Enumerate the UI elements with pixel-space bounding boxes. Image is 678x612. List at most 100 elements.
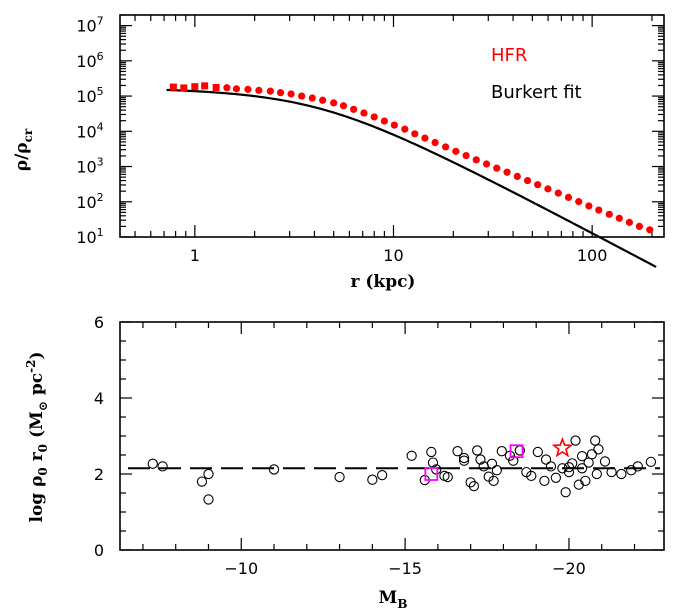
galaxy-circle-point — [426, 446, 437, 458]
tick-base: 10 — [76, 158, 96, 177]
tick-base: 10 — [76, 122, 96, 141]
galaxy-circle-point — [616, 468, 627, 480]
star-point — [551, 436, 574, 458]
hfr-point — [554, 189, 562, 197]
hfr-point — [615, 214, 623, 222]
galaxy-circle-point — [452, 446, 463, 457]
hfr-point — [370, 113, 378, 121]
hfr-point — [421, 134, 429, 142]
hfr-point — [287, 90, 295, 98]
galaxy-circle-point — [406, 450, 417, 461]
galaxy-circle-point — [465, 477, 476, 488]
top-x-tick-label: 100 — [577, 246, 608, 265]
galaxy-circle-point — [268, 464, 280, 475]
tick-exponent: 6 — [97, 50, 104, 63]
galaxy-circle-point — [645, 456, 657, 467]
bottom-x-tick-label: −20 — [552, 559, 586, 578]
galaxy-circle-point — [576, 450, 588, 462]
galaxy-circle-point — [550, 472, 562, 483]
hfr-point — [350, 105, 358, 113]
bottom-x-axis-label: MB — [379, 588, 408, 611]
galaxy-circle-point — [632, 461, 643, 472]
galaxy-circle-point — [472, 445, 483, 456]
galaxy-circle-point — [439, 470, 450, 482]
bottom-y-label-unit-sub: ⊙ — [36, 401, 50, 411]
galaxy-circle-point — [563, 466, 575, 478]
bottom-y-label-close: ) — [27, 352, 47, 360]
bottom-y-label-main: log ρ — [27, 476, 47, 523]
hfr-point — [513, 172, 521, 180]
galaxy-circle-point — [508, 455, 519, 466]
galaxy-circle-point — [560, 487, 571, 498]
hfr-point — [523, 176, 532, 185]
galaxy-circle-point — [539, 475, 550, 486]
hfr-point — [232, 85, 241, 93]
legend-burkert-fit: Burkert fit — [491, 82, 582, 103]
galaxy-circle-point — [606, 466, 617, 478]
galaxy-circle-point — [431, 464, 442, 475]
hfr-point — [595, 206, 603, 214]
hfr-point — [401, 125, 409, 133]
hfr-point — [544, 185, 552, 193]
hfr-point — [482, 160, 491, 168]
top-x-axis-label: r (kpc) — [351, 272, 416, 292]
hfr-point — [266, 87, 274, 95]
hfr-point — [390, 121, 398, 129]
galaxy-circle-point — [367, 474, 378, 485]
galaxy-circle-point — [545, 461, 557, 472]
top-y-tick-label: 102 — [76, 191, 103, 212]
galaxy-circle-point — [532, 446, 543, 458]
galaxy-circle-point — [567, 458, 578, 469]
bottom-y-tick-label: 0 — [94, 541, 104, 560]
hfr-point — [360, 109, 368, 117]
tick-base: 10 — [76, 17, 96, 36]
bottom-x-tick-label: −10 — [224, 559, 258, 578]
galaxy-circle-point — [486, 458, 498, 469]
bottom-y-label-sub2: 0 — [36, 444, 50, 452]
top-y-axis-label: ρ/ρcr — [12, 128, 35, 171]
hfr-point — [308, 94, 316, 102]
tick-base: 10 — [76, 228, 96, 247]
galaxy-circle-point — [580, 475, 591, 486]
galaxy-circle-point — [377, 469, 388, 481]
bottom-y-label-mid: r — [27, 451, 47, 467]
galaxy-circle-point — [157, 461, 168, 472]
galaxy-circle-point — [540, 454, 552, 465]
hfr-point — [298, 92, 306, 100]
galaxy-circle-point — [203, 468, 214, 480]
top-x-tick-label: 1 — [190, 246, 200, 265]
bottom-plot-frame — [119, 321, 665, 551]
hfr-point — [564, 193, 573, 202]
top-y-tick-label: 104 — [76, 120, 103, 141]
hfr-point — [244, 85, 252, 93]
galaxy-circle-point — [586, 449, 598, 460]
hfr-square-point — [201, 82, 209, 90]
hfr-point — [585, 202, 593, 210]
legend-hfr: HFR — [491, 45, 527, 66]
hfr-square-point — [212, 84, 220, 92]
hfr-square-point — [169, 83, 177, 91]
hfr-point — [276, 89, 285, 97]
hfr-square-point — [180, 84, 188, 92]
hfr-point — [319, 96, 327, 104]
hfr-square-point — [191, 83, 199, 91]
galaxy-circle-point — [196, 476, 208, 487]
hfr-point — [493, 164, 501, 172]
hfr-point — [646, 226, 654, 234]
hfr-point — [472, 156, 480, 164]
galaxy-circle-point — [591, 468, 602, 480]
hfr-point — [339, 102, 348, 110]
top-y-tick-label: 105 — [76, 85, 103, 106]
tick-base: 10 — [76, 52, 96, 71]
top-y-label-sub: cr — [21, 128, 35, 142]
hfr-point — [223, 84, 231, 92]
galaxy-circle-point — [491, 465, 503, 476]
bottom-scatter-series — [147, 435, 657, 505]
hfr-point — [452, 147, 460, 155]
hfr-point — [255, 86, 263, 94]
top-y-tick-label: 106 — [76, 50, 103, 71]
galaxy-circle-point — [468, 481, 480, 492]
bottom-x-label-main: M — [379, 588, 398, 608]
